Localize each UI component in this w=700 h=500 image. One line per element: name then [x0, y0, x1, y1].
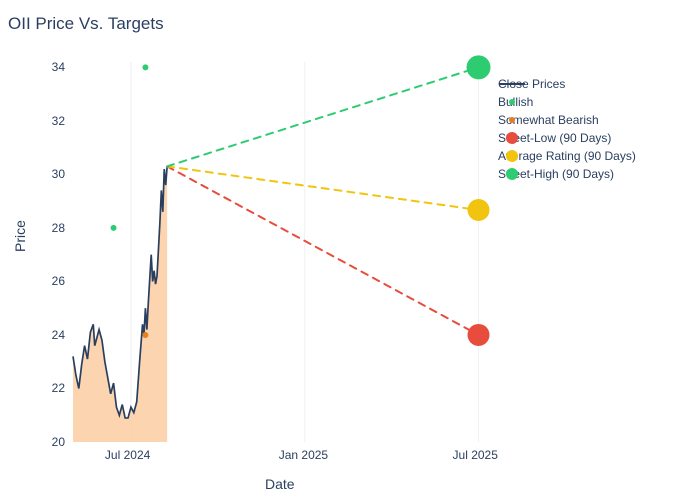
y-axis-label: Price: [12, 220, 28, 252]
chart-container: { "chart": { "type": "line-area-scatter"…: [0, 0, 700, 500]
x-tick: Jan 2025: [279, 448, 328, 462]
plot-svg: [0, 0, 700, 500]
y-tick: 30: [52, 167, 65, 181]
legend-item-close[interactable]: Close Prices: [498, 78, 636, 90]
y-tick: 32: [52, 114, 65, 128]
x-tick: Jul 2024: [105, 448, 150, 462]
legend-item-high[interactable]: Street-High (90 Days): [498, 168, 636, 180]
x-tick: Jul 2025: [453, 448, 498, 462]
legend: Close Prices Bullish Somewhat Bearish Stree…: [498, 78, 636, 186]
y-tick: 24: [52, 328, 65, 342]
legend-item-avg[interactable]: Average Rating (90 Days): [498, 150, 636, 162]
y-tick: 26: [52, 274, 65, 288]
y-tick: 28: [52, 221, 65, 235]
legend-item-low[interactable]: Street-Low (90 Days): [498, 132, 636, 144]
x-axis-label: Date: [265, 476, 295, 492]
legend-item-bull[interactable]: Bullish: [498, 96, 636, 108]
y-tick: 20: [52, 435, 65, 449]
y-tick: 22: [52, 381, 65, 395]
legend-item-sbear[interactable]: Somewhat Bearish: [498, 114, 636, 126]
y-tick: 34: [52, 60, 65, 74]
